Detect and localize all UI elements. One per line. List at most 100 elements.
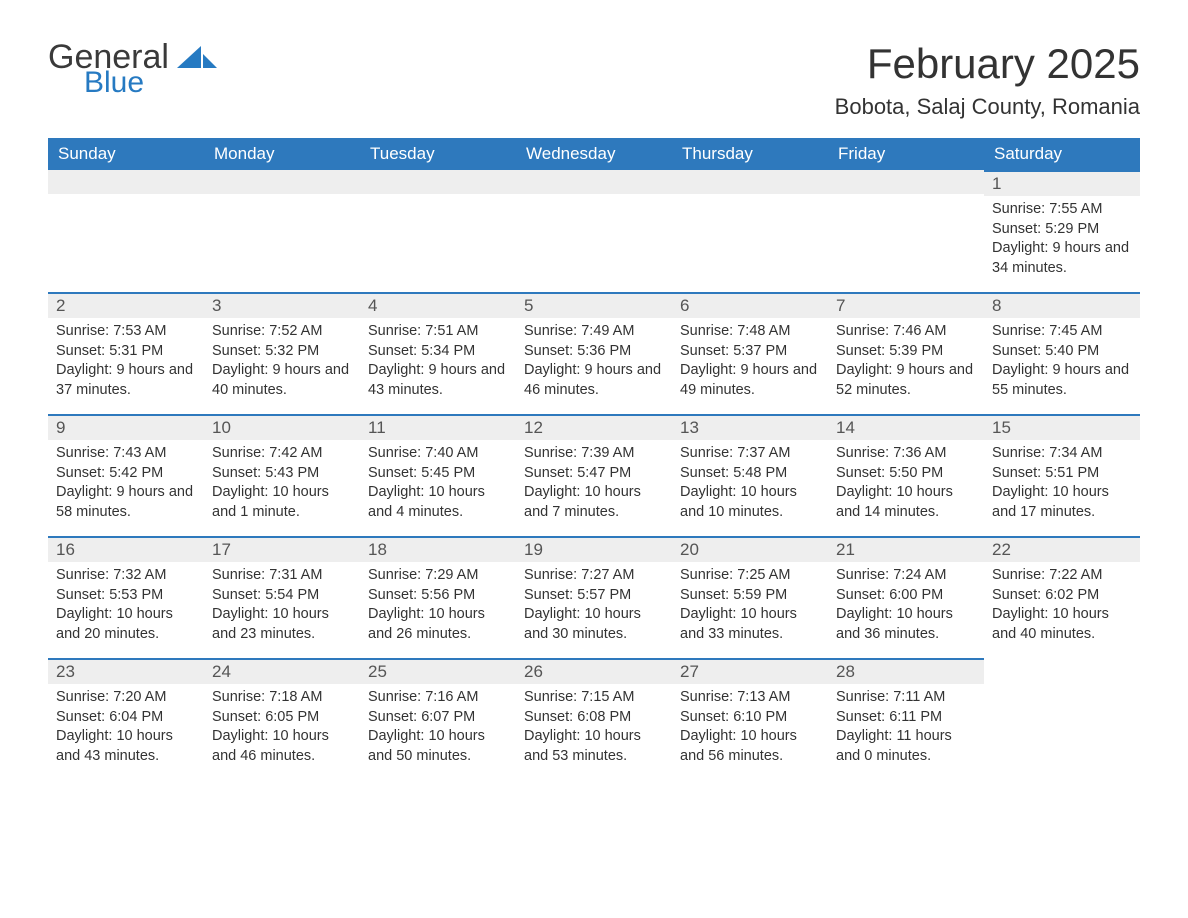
sunrise-line: Sunrise: 7:53 AM (56, 322, 196, 342)
sunset-line: Sunset: 5:59 PM (680, 586, 820, 606)
sunset-line: Sunset: 5:39 PM (836, 342, 976, 362)
sunrise-line: Sunrise: 7:52 AM (212, 322, 352, 342)
sunset-line: Sunset: 5:54 PM (212, 586, 352, 606)
calendar-cell: 11Sunrise: 7:40 AMSunset: 5:45 PMDayligh… (360, 414, 516, 536)
sunset-line: Sunset: 5:32 PM (212, 342, 352, 362)
sunset-line: Sunset: 5:51 PM (992, 464, 1132, 484)
brand-logo: General Blue (48, 40, 217, 98)
brand-triangle-icon (177, 46, 217, 74)
sunrise-line: Sunrise: 7:40 AM (368, 444, 508, 464)
day-details: Sunrise: 7:37 AMSunset: 5:48 PMDaylight:… (672, 440, 828, 528)
calendar-cell: 13Sunrise: 7:37 AMSunset: 5:48 PMDayligh… (672, 414, 828, 536)
calendar-cell (984, 658, 1140, 780)
daylight-line: Daylight: 10 hours and 7 minutes. (524, 483, 664, 522)
day-number-bar: 2 (48, 292, 204, 318)
calendar-cell: 15Sunrise: 7:34 AMSunset: 5:51 PMDayligh… (984, 414, 1140, 536)
day-details: Sunrise: 7:13 AMSunset: 6:10 PMDaylight:… (672, 684, 828, 772)
calendar-cell (204, 170, 360, 292)
day-details: Sunrise: 7:55 AMSunset: 5:29 PMDaylight:… (984, 196, 1140, 284)
day-details: Sunrise: 7:45 AMSunset: 5:40 PMDaylight:… (984, 318, 1140, 406)
sunset-line: Sunset: 5:31 PM (56, 342, 196, 362)
daylight-line: Daylight: 10 hours and 30 minutes. (524, 605, 664, 644)
sunrise-line: Sunrise: 7:48 AM (680, 322, 820, 342)
day-number-bar: 18 (360, 536, 516, 562)
day-number-bar: 15 (984, 414, 1140, 440)
sunset-line: Sunset: 5:48 PM (680, 464, 820, 484)
calendar-cell: 26Sunrise: 7:15 AMSunset: 6:08 PMDayligh… (516, 658, 672, 780)
day-details: Sunrise: 7:43 AMSunset: 5:42 PMDaylight:… (48, 440, 204, 528)
sunrise-line: Sunrise: 7:36 AM (836, 444, 976, 464)
sunrise-line: Sunrise: 7:39 AM (524, 444, 664, 464)
calendar-cell: 25Sunrise: 7:16 AMSunset: 6:07 PMDayligh… (360, 658, 516, 780)
daylight-line: Daylight: 9 hours and 52 minutes. (836, 361, 976, 400)
day-number-bar: 11 (360, 414, 516, 440)
weekday-header: Saturday (984, 138, 1140, 170)
daylight-line: Daylight: 10 hours and 4 minutes. (368, 483, 508, 522)
calendar-body: 1Sunrise: 7:55 AMSunset: 5:29 PMDaylight… (48, 170, 1140, 780)
weekday-header: Wednesday (516, 138, 672, 170)
day-number-bar: 5 (516, 292, 672, 318)
day-details: Sunrise: 7:53 AMSunset: 5:31 PMDaylight:… (48, 318, 204, 406)
calendar-week-row: 23Sunrise: 7:20 AMSunset: 6:04 PMDayligh… (48, 658, 1140, 780)
day-details: Sunrise: 7:34 AMSunset: 5:51 PMDaylight:… (984, 440, 1140, 528)
sunset-line: Sunset: 5:40 PM (992, 342, 1132, 362)
calendar-table: SundayMondayTuesdayWednesdayThursdayFrid… (48, 138, 1140, 780)
sunrise-line: Sunrise: 7:27 AM (524, 566, 664, 586)
day-number-bar: 17 (204, 536, 360, 562)
daylight-line: Daylight: 10 hours and 53 minutes. (524, 727, 664, 766)
sunset-line: Sunset: 6:08 PM (524, 708, 664, 728)
sunset-line: Sunset: 5:43 PM (212, 464, 352, 484)
day-number-bar: 6 (672, 292, 828, 318)
day-details: Sunrise: 7:51 AMSunset: 5:34 PMDaylight:… (360, 318, 516, 406)
calendar-cell: 28Sunrise: 7:11 AMSunset: 6:11 PMDayligh… (828, 658, 984, 780)
daylight-line: Daylight: 9 hours and 46 minutes. (524, 361, 664, 400)
calendar-cell: 20Sunrise: 7:25 AMSunset: 5:59 PMDayligh… (672, 536, 828, 658)
page-header: General Blue February 2025 Bobota, Salaj… (48, 40, 1140, 120)
calendar-cell: 9Sunrise: 7:43 AMSunset: 5:42 PMDaylight… (48, 414, 204, 536)
sunrise-line: Sunrise: 7:20 AM (56, 688, 196, 708)
sunset-line: Sunset: 5:56 PM (368, 586, 508, 606)
day-details: Sunrise: 7:11 AMSunset: 6:11 PMDaylight:… (828, 684, 984, 772)
calendar-cell: 1Sunrise: 7:55 AMSunset: 5:29 PMDaylight… (984, 170, 1140, 292)
daylight-line: Daylight: 9 hours and 49 minutes. (680, 361, 820, 400)
calendar-cell: 12Sunrise: 7:39 AMSunset: 5:47 PMDayligh… (516, 414, 672, 536)
sunset-line: Sunset: 5:34 PM (368, 342, 508, 362)
brand-word-2: Blue (84, 68, 169, 98)
sunrise-line: Sunrise: 7:13 AM (680, 688, 820, 708)
sunrise-line: Sunrise: 7:32 AM (56, 566, 196, 586)
weekday-header: Monday (204, 138, 360, 170)
daylight-line: Daylight: 10 hours and 40 minutes. (992, 605, 1132, 644)
day-details: Sunrise: 7:48 AMSunset: 5:37 PMDaylight:… (672, 318, 828, 406)
calendar-cell: 16Sunrise: 7:32 AMSunset: 5:53 PMDayligh… (48, 536, 204, 658)
day-number-bar: 4 (360, 292, 516, 318)
sunset-line: Sunset: 5:42 PM (56, 464, 196, 484)
calendar-cell: 19Sunrise: 7:27 AMSunset: 5:57 PMDayligh… (516, 536, 672, 658)
daylight-line: Daylight: 10 hours and 14 minutes. (836, 483, 976, 522)
sunrise-line: Sunrise: 7:45 AM (992, 322, 1132, 342)
sunset-line: Sunset: 5:47 PM (524, 464, 664, 484)
daylight-line: Daylight: 9 hours and 55 minutes. (992, 361, 1132, 400)
sunrise-line: Sunrise: 7:29 AM (368, 566, 508, 586)
calendar-cell: 2Sunrise: 7:53 AMSunset: 5:31 PMDaylight… (48, 292, 204, 414)
calendar-cell (360, 170, 516, 292)
daylight-line: Daylight: 10 hours and 50 minutes. (368, 727, 508, 766)
sunset-line: Sunset: 5:50 PM (836, 464, 976, 484)
empty-day-bar (672, 170, 828, 194)
empty-day-bar (48, 170, 204, 194)
daylight-line: Daylight: 10 hours and 26 minutes. (368, 605, 508, 644)
calendar-cell: 17Sunrise: 7:31 AMSunset: 5:54 PMDayligh… (204, 536, 360, 658)
empty-day-bar (204, 170, 360, 194)
sunrise-line: Sunrise: 7:18 AM (212, 688, 352, 708)
day-details: Sunrise: 7:22 AMSunset: 6:02 PMDaylight:… (984, 562, 1140, 650)
calendar-cell: 4Sunrise: 7:51 AMSunset: 5:34 PMDaylight… (360, 292, 516, 414)
day-number-bar: 26 (516, 658, 672, 684)
day-details: Sunrise: 7:27 AMSunset: 5:57 PMDaylight:… (516, 562, 672, 650)
sunset-line: Sunset: 6:00 PM (836, 586, 976, 606)
sunrise-line: Sunrise: 7:51 AM (368, 322, 508, 342)
day-details: Sunrise: 7:40 AMSunset: 5:45 PMDaylight:… (360, 440, 516, 528)
daylight-line: Daylight: 9 hours and 34 minutes. (992, 239, 1132, 278)
daylight-line: Daylight: 9 hours and 40 minutes. (212, 361, 352, 400)
sunrise-line: Sunrise: 7:16 AM (368, 688, 508, 708)
day-number-bar: 3 (204, 292, 360, 318)
sunset-line: Sunset: 6:07 PM (368, 708, 508, 728)
